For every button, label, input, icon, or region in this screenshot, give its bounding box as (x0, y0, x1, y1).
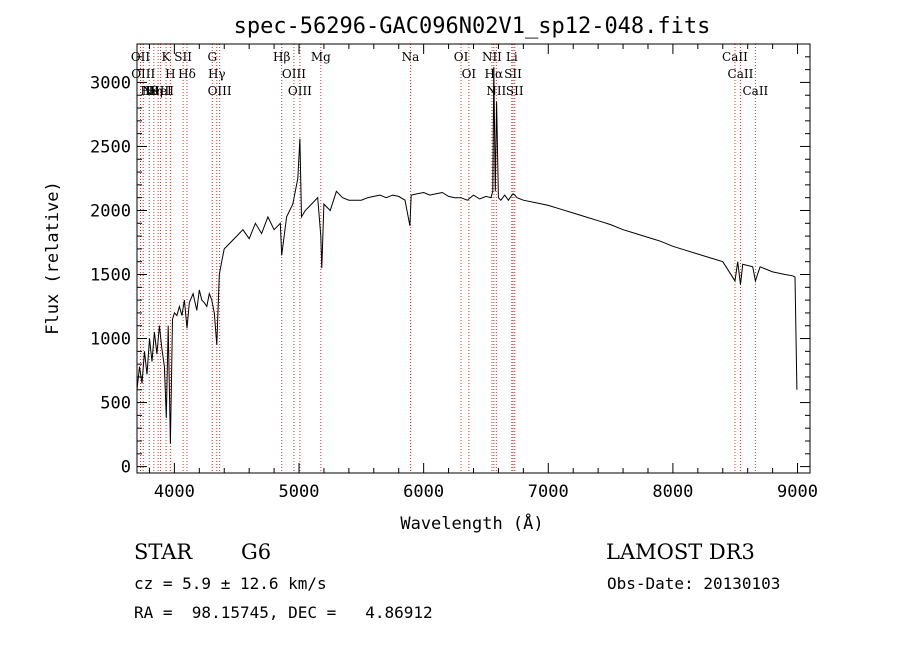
line-marker-label: SII (506, 84, 524, 98)
line-marker-label: Hθ (140, 84, 158, 98)
y-tick-label: 1500 (90, 266, 131, 286)
object-class: STAR (134, 540, 193, 564)
line-marker-label: HeI (149, 84, 172, 98)
chart-title: spec-56296-GAC096N02V1_sp12-048.fits (234, 14, 711, 39)
line-marker-label: OI (462, 67, 477, 81)
y-tick-label: 2000 (90, 201, 131, 221)
y-tick-label: 1000 (90, 330, 131, 350)
x-tick-label: 7000 (528, 482, 569, 502)
x-tick-label: 4000 (154, 482, 195, 502)
line-marker-label: H (165, 67, 175, 81)
spectrum-line (136, 67, 798, 444)
line-marker-label: NII (482, 50, 502, 64)
line-marker-label: Na (402, 50, 420, 64)
line-marker-label: Hδ (178, 67, 196, 81)
line-marker-label: CaII (728, 67, 754, 81)
line-marker-label: NII (486, 84, 506, 98)
line-marker-label: OIII (282, 67, 306, 81)
line-marker-label: OIII (131, 67, 155, 81)
line-marker-label: CaII (722, 50, 748, 64)
line-marker-label: G (207, 50, 217, 64)
y-tick-label: 0 (121, 458, 131, 478)
x-axis-label: Wavelength (Å) (400, 512, 543, 534)
x-tick-label: 5000 (279, 482, 320, 502)
line-marker-label: Li (506, 50, 518, 64)
line-marker-label: SII (504, 67, 522, 81)
plot-frame (136, 43, 811, 474)
y-axis: 0 500 1000 1500 2000 2500 3000 (90, 56, 810, 478)
x-tick-label: 6000 (403, 482, 444, 502)
line-marker-label: CaII (742, 84, 768, 98)
line-marker-label: Hγ (208, 67, 226, 81)
y-tick-label: 2500 (90, 137, 131, 157)
coordinates: RA = 98.15745, DEC = 4.86912 (134, 603, 433, 622)
line-marker-label: K (162, 50, 172, 64)
line-marker-label: Mg (311, 50, 331, 64)
y-axis-label: Flux (relative) (43, 181, 63, 335)
spectral-line-labels: OIIOIIIHθHηNeIIIHeIKHSIIHδGHγOIIIHβOIIIO… (131, 50, 769, 98)
x-tick-label: 9000 (777, 482, 818, 502)
line-marker-label: OIII (288, 84, 312, 98)
line-marker-label: Hη (145, 84, 163, 98)
line-marker-label: OI (454, 50, 469, 64)
object-subclass: G6 (241, 540, 272, 564)
line-marker-label: OIII (208, 84, 232, 98)
line-marker-label: SII (174, 50, 192, 64)
line-marker-label: Hβ (273, 50, 290, 64)
spectral-line-markers (139, 44, 756, 473)
x-axis: 4000 5000 6000 7000 8000 9000 (148, 44, 818, 502)
line-marker-label: NeIII (142, 84, 174, 98)
x-tick-label: 8000 (652, 482, 693, 502)
y-tick-label: 3000 (90, 73, 131, 93)
observation-date: Obs-Date: 20130103 (607, 574, 781, 593)
redshift-cz: cz = 5.9 ± 12.6 km/s (134, 574, 327, 593)
survey-name: LAMOST DR3 (606, 540, 755, 564)
y-tick-label: 500 (100, 394, 131, 414)
